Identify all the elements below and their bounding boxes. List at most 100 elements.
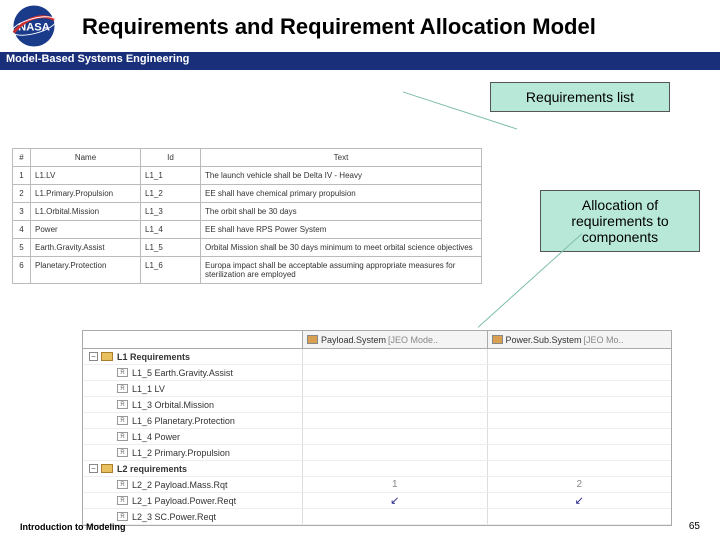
table-row: 3L1.Orbital.MissionL1_3The orbit shall b… xyxy=(13,203,482,221)
tree-cell: R L2_2 Payload.Mass.Rqt xyxy=(83,477,303,492)
tree-item-row: R L1_3 Orbital.Mission xyxy=(83,397,671,413)
package-icon xyxy=(492,335,503,344)
cell-num: 2 xyxy=(13,185,31,203)
col-header: Power.Sub.System [JEO Mo.. xyxy=(488,331,672,348)
item-label: L1_1 LV xyxy=(132,384,165,394)
requirement-icon: R xyxy=(117,512,128,521)
allocation-panel: Payload.System [JEO Mode.. Power.Sub.Sys… xyxy=(82,330,672,526)
cell-text: Orbital Mission shall be 30 days minimum… xyxy=(201,239,482,257)
item-label: L2_1 Payload.Power.Reqt xyxy=(132,496,236,506)
matrix-cell xyxy=(488,509,672,524)
col-header: Payload.System [JEO Mode.. xyxy=(303,331,488,348)
matrix-cell xyxy=(488,413,672,428)
requirement-icon: R xyxy=(117,384,128,393)
footer-right: 65 xyxy=(689,521,700,532)
item-label: L2_3 SC.Power.Reqt xyxy=(132,512,216,522)
tree-cell: RL1_2 Primary.Propulsion xyxy=(83,445,303,460)
col-label: Power.Sub.System xyxy=(506,335,582,345)
cell-id: L1_4 xyxy=(141,221,201,239)
th-name: Name xyxy=(31,149,141,167)
tree-cell: − L1 Requirements xyxy=(83,349,303,364)
matrix-cell xyxy=(488,381,672,396)
matrix-cell xyxy=(488,445,672,460)
tree-cell: R L1_3 Orbital.Mission xyxy=(83,397,303,412)
item-label: L1_5 Earth.Gravity.Assist xyxy=(132,368,233,378)
nasa-logo: NASA xyxy=(6,2,62,50)
cell-name: Planetary.Protection xyxy=(31,257,141,284)
cell-text: EE shall have chemical primary propulsio… xyxy=(201,185,482,203)
connector-line xyxy=(478,233,583,327)
package-icon xyxy=(307,335,318,344)
requirement-icon: R xyxy=(117,400,128,409)
callout-text: Requirements list xyxy=(526,89,634,105)
cell-text: The launch vehicle shall be Delta IV - H… xyxy=(201,167,482,185)
tree-toggle-icon[interactable]: − xyxy=(89,464,98,473)
th-text: Text xyxy=(201,149,482,167)
requirement-icon: R xyxy=(117,480,128,489)
col-suffix: [JEO Mode.. xyxy=(388,335,438,345)
group-label: L1 Requirements xyxy=(117,352,190,362)
matrix-cell: 2 xyxy=(488,477,672,492)
cell-num: 5 xyxy=(13,239,31,257)
cell-name: L1.LV xyxy=(31,167,141,185)
table-header-row: # Name Id Text xyxy=(13,149,482,167)
matrix-cell xyxy=(303,445,488,460)
callout-allocation: Allocation of requirements to components xyxy=(540,190,700,252)
tree-item-row: RL2_1 Payload.Power.Reqt↙↙ xyxy=(83,493,671,509)
tree-cell: RL2_1 Payload.Power.Reqt xyxy=(83,493,303,508)
tree-cell: RL1_6 Planetary.Protection xyxy=(83,413,303,428)
tree-cell: R L1_5 Earth.Gravity.Assist xyxy=(83,365,303,380)
allocation-header: Payload.System [JEO Mode.. Power.Sub.Sys… xyxy=(83,331,671,349)
tree-toggle-icon[interactable]: − xyxy=(89,352,98,361)
count: 1 xyxy=(392,479,398,490)
tree-group-row: − L1 Requirements xyxy=(83,349,671,365)
requirement-icon: R xyxy=(117,368,128,377)
cell-num: 6 xyxy=(13,257,31,284)
tree-item-row: RL1_2 Primary.Propulsion xyxy=(83,445,671,461)
tree-item-row: R L1_4 Power xyxy=(83,429,671,445)
matrix-cell xyxy=(488,349,672,364)
table-row: 2L1.Primary.PropulsionL1_2EE shall have … xyxy=(13,185,482,203)
cell-id: L1_3 xyxy=(141,203,201,221)
cell-num: 3 xyxy=(13,203,31,221)
cell-name: Earth.Gravity.Assist xyxy=(31,239,141,257)
folder-icon xyxy=(101,464,113,473)
requirement-icon: R xyxy=(117,432,128,441)
tree-item-row: R L2_2 Payload.Mass.Rqt 1 2 xyxy=(83,477,671,493)
matrix-cell xyxy=(303,413,488,428)
tree-cell: R L1_1 LV xyxy=(83,381,303,396)
item-label: L1_4 Power xyxy=(132,432,180,442)
col-suffix: [JEO Mo.. xyxy=(584,335,624,345)
matrix-cell xyxy=(303,381,488,396)
table-row: 4PowerL1_4EE shall have RPS Power System xyxy=(13,221,482,239)
tree-item-row: RL1_6 Planetary.Protection xyxy=(83,413,671,429)
cell-text: Europa impact shall be acceptable assumi… xyxy=(201,257,482,284)
matrix-cell: ↙ xyxy=(303,493,488,508)
matrix-cell xyxy=(488,397,672,412)
cell-id: L1_2 xyxy=(141,185,201,203)
cell-name: L1.Primary.Propulsion xyxy=(31,185,141,203)
cell-id: L1_1 xyxy=(141,167,201,185)
arrow-icon: ↙ xyxy=(575,494,584,507)
tree-header-spacer xyxy=(83,331,303,348)
item-label: L1_3 Orbital.Mission xyxy=(132,400,214,410)
group-label: L2 requirements xyxy=(117,464,187,474)
tree-cell: R L1_4 Power xyxy=(83,429,303,444)
tree-item-row: R L1_5 Earth.Gravity.Assist xyxy=(83,365,671,381)
th-id: Id xyxy=(141,149,201,167)
matrix-cell: 1 xyxy=(303,477,488,492)
callout-requirements-list: Requirements list xyxy=(490,82,670,112)
requirements-table: # Name Id Text 1L1.LVL1_1The launch vehi… xyxy=(12,148,482,284)
item-label: L2_2 Payload.Mass.Rqt xyxy=(132,480,228,490)
tree-cell: − L2 requirements xyxy=(83,461,303,476)
matrix-cell xyxy=(488,365,672,380)
matrix-cell xyxy=(303,461,488,476)
cell-name: Power xyxy=(31,221,141,239)
cell-id: L1_6 xyxy=(141,257,201,284)
matrix-cell: ↙ xyxy=(488,493,672,508)
matrix-cell xyxy=(303,509,488,524)
cell-id: L1_5 xyxy=(141,239,201,257)
subtitle-text: Model-Based Systems Engineering xyxy=(6,53,189,65)
requirement-icon: R xyxy=(117,448,128,457)
table-row: 6Planetary.ProtectionL1_6Europa impact s… xyxy=(13,257,482,284)
